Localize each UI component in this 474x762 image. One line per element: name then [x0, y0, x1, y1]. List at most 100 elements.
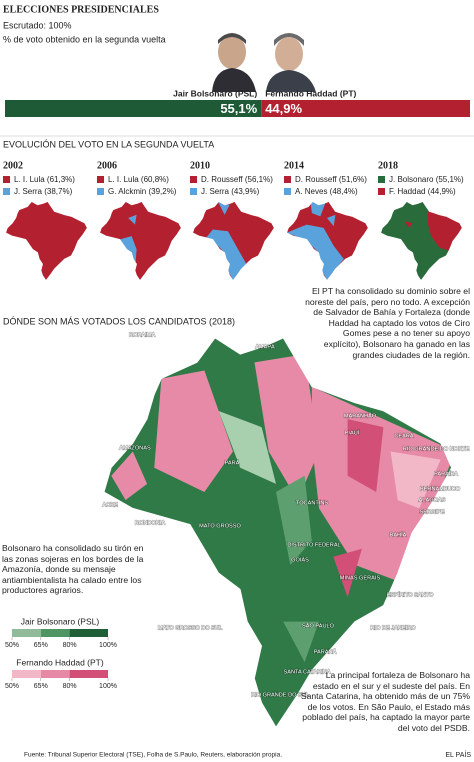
state-label: MARANHÃO [344, 412, 377, 419]
state-label: ACRE [102, 502, 118, 508]
map-region [119, 236, 137, 271]
year: 2018 [378, 160, 398, 171]
scale-tick-label: 65% [34, 683, 48, 690]
scale-segment [40, 670, 70, 678]
map-outline [103, 337, 452, 728]
state-label: DISTRITO FEDERAL [287, 542, 340, 548]
map-outline [99, 201, 182, 281]
source: Fuente: Tribunal Superior Electoral (TSE… [24, 752, 282, 759]
map-region [404, 221, 413, 228]
map-region [128, 214, 137, 225]
state-label: GOIÁS [291, 556, 309, 563]
state-label: BAHÍA [390, 531, 407, 538]
state-label: MATO GROSSO DO SUL [158, 625, 222, 631]
value-label: 55,1% [220, 101, 257, 116]
scale-segment [12, 670, 41, 678]
map-region [154, 370, 233, 492]
legend-swatch [378, 188, 385, 195]
state-label: SÃO PAULO [302, 622, 335, 629]
state-label: AMAZONAS [119, 445, 151, 451]
scale-segment [69, 629, 108, 637]
map-outline [286, 201, 369, 281]
state-label: SERGIPE [420, 509, 445, 515]
map-outline [380, 201, 463, 281]
legend-label: J. Serra (43,9%) [201, 187, 260, 196]
map [380, 201, 463, 281]
state-label: CEARÁ [394, 432, 414, 439]
annotation-south: La principal fortaleza de Bolsonaro ha e… [300, 670, 470, 733]
map-base [5, 201, 88, 281]
year: 2002 [3, 160, 23, 171]
map-region [347, 419, 384, 492]
state-label: PERNAMBUCO [420, 486, 461, 492]
year: 2006 [97, 160, 117, 171]
legend-title: Fernando Haddad (PT) [16, 657, 104, 667]
legend-swatch [284, 188, 291, 195]
evolution-title: EVOLUCIÓN DEL VOTO EN LA SEGUNDA VUELTA [3, 139, 214, 149]
legend-label: G. Alckmin (39,2%) [108, 187, 177, 196]
header-title: ELECCIONES PRESIDENCIALES [3, 4, 159, 15]
legend-label: D. Rousseff (51,6%) [295, 175, 367, 184]
state-label: AMAPÁ [255, 343, 275, 350]
state-label: PARANÁ [314, 648, 337, 655]
bar-segment [5, 100, 262, 117]
main-map-title: DÓNDE SON MÁS VOTADOS LOS CANDIDATOS (20… [3, 316, 235, 326]
map [5, 201, 88, 281]
map-region [254, 354, 319, 501]
state-label: PARAÍBA [434, 470, 458, 477]
map-region [286, 224, 344, 281]
map-outline [5, 201, 88, 281]
legend-label: L. I. Lula (60,8%) [108, 175, 169, 184]
legend-swatch [97, 176, 104, 183]
legend-swatch [284, 176, 291, 183]
annotation-northeast: El PT ha consolidado su dominio sobre el… [305, 286, 470, 360]
map-region [217, 201, 230, 215]
map-base [99, 201, 182, 281]
state-label: ALAGOAS [419, 497, 446, 503]
scale-tick-label: 80% [63, 683, 77, 690]
scale-segment [40, 629, 70, 637]
legend-swatch [3, 188, 10, 195]
map-region [390, 451, 441, 509]
counted: Escrutado: 100% [3, 20, 72, 30]
map-base [192, 201, 275, 281]
state-label: RONDONIA [135, 520, 165, 526]
candidate-name: Fernando Haddad (PT) [265, 88, 356, 98]
legend-swatch [190, 188, 197, 195]
map-region [111, 451, 148, 501]
value-label: 44,9% [265, 101, 302, 116]
map [99, 201, 182, 281]
subtitle: % de voto obtenido en la segunda vuelta [3, 34, 166, 44]
scale-tick-label: 50% [5, 642, 19, 649]
state-label: PARÁ [225, 459, 240, 466]
legend-label: J. Serra (38,7%) [14, 187, 73, 196]
state-label: RIO DE JANEIRO [370, 625, 416, 631]
map-region [283, 621, 319, 663]
legend-label: L. I. Lula (61,3%) [14, 175, 75, 184]
state-label: RIO GRANDE DO NORTE [403, 446, 470, 452]
legend-label: A. Neves (48,4%) [295, 187, 358, 196]
state-label: RORAIMA [129, 332, 155, 338]
legend-swatch [378, 176, 385, 183]
scale-tick-label: 80% [63, 642, 77, 649]
state-label: MINAS GERAIS [340, 575, 381, 581]
year: 2014 [284, 160, 304, 171]
map [192, 201, 275, 281]
portrait-haddad [266, 33, 316, 92]
legend-label: F. Haddad (44,9%) [389, 187, 456, 196]
brand: EL PAÍS [445, 750, 471, 759]
scale-tick-label: 50% [5, 683, 19, 690]
state-label: MATO GROSSO [199, 523, 241, 529]
portrait-bolsonaro [212, 33, 256, 92]
map-region [276, 475, 312, 565]
scale-segment [12, 629, 41, 637]
scale-tick-label: 100% [99, 642, 117, 649]
legend-swatch [3, 176, 10, 183]
map-region [218, 411, 276, 484]
annotation-amazon: Bolsonaro ha consolidado su tirón en las… [2, 543, 144, 596]
map-outline [192, 201, 275, 281]
legend-swatch [190, 176, 197, 183]
legend-label: D. Rousseff (56,1%) [201, 175, 273, 184]
